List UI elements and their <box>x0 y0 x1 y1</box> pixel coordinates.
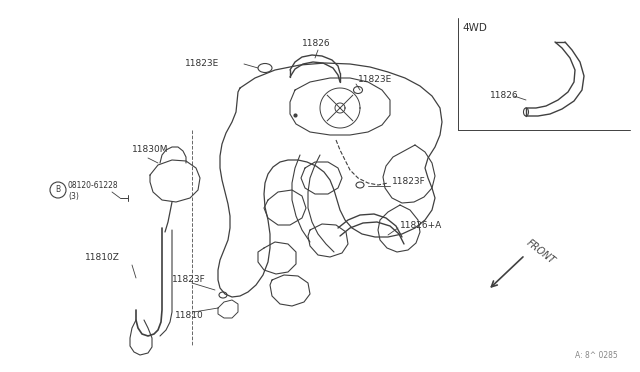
Text: 4WD: 4WD <box>462 23 487 33</box>
Text: 11826: 11826 <box>302 39 331 48</box>
Ellipse shape <box>524 108 529 116</box>
Text: 11823E: 11823E <box>185 58 220 67</box>
Text: 11823F: 11823F <box>172 276 205 285</box>
Text: 11810Z: 11810Z <box>85 253 120 263</box>
Text: 11830M: 11830M <box>132 145 168 154</box>
Text: 11810: 11810 <box>175 311 204 320</box>
Ellipse shape <box>353 87 362 93</box>
Ellipse shape <box>219 292 227 298</box>
Text: A: 8^ 0285: A: 8^ 0285 <box>575 352 618 360</box>
Text: 11823E: 11823E <box>358 76 392 84</box>
Text: 11826+A: 11826+A <box>400 221 442 230</box>
Text: 08120-61228: 08120-61228 <box>68 182 118 190</box>
Ellipse shape <box>258 64 272 73</box>
Text: 11826: 11826 <box>490 90 518 99</box>
Text: 11823F: 11823F <box>392 177 426 186</box>
Ellipse shape <box>356 182 364 188</box>
Text: FRONT: FRONT <box>525 238 557 266</box>
Text: (3): (3) <box>68 192 79 201</box>
Circle shape <box>50 182 66 198</box>
Text: B: B <box>56 186 61 195</box>
